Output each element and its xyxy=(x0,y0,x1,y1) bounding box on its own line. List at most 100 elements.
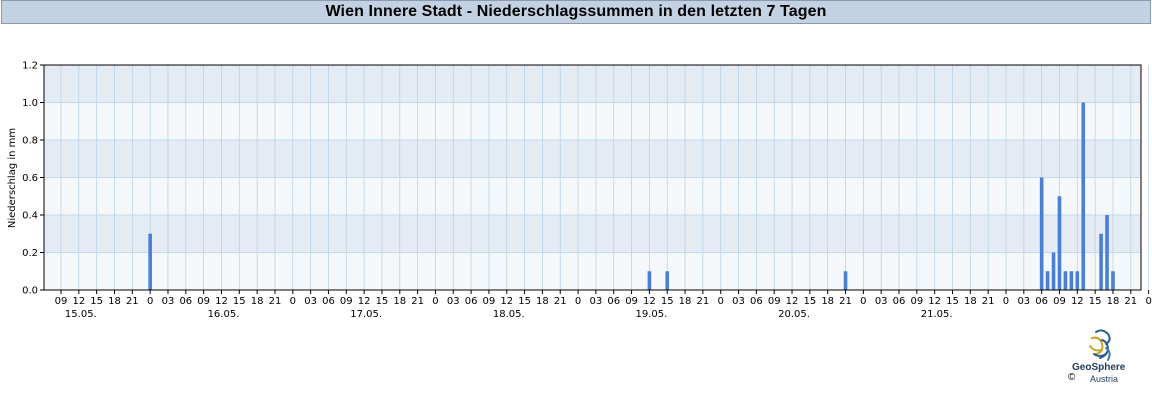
x-tick-label: 06 xyxy=(465,296,478,307)
x-tick-label: 21 xyxy=(1124,296,1137,307)
x-tick-label: 21 xyxy=(982,296,995,307)
x-tick-label: 12 xyxy=(1071,296,1084,307)
precipitation-bar xyxy=(1081,102,1086,290)
plot-band xyxy=(44,140,1141,178)
x-tick-label: 03 xyxy=(447,296,460,307)
date-labels: 15.05. 16.05. 17.05. 18.05. 19.05. 20.05. 21.0… xyxy=(65,309,953,320)
x-tick-label: 18 xyxy=(821,296,834,307)
x-tick-label: 03 xyxy=(162,296,175,307)
x-tick-label: 06 xyxy=(750,296,763,307)
x-tick-label: 09 xyxy=(910,296,923,307)
copyright-symbol: © xyxy=(1068,372,1076,383)
x-tick-label: 18 xyxy=(679,296,692,307)
date-label: 18.05. xyxy=(493,309,525,320)
precipitation-bar xyxy=(1069,271,1074,290)
precipitation-bar xyxy=(1039,177,1044,290)
y-axis-title: Niederschlag in mm xyxy=(7,128,18,228)
date-label: 16.05. xyxy=(208,309,240,320)
x-tick-label: 0 xyxy=(290,296,296,307)
x-tick-label: 12 xyxy=(643,296,656,307)
plot-band xyxy=(44,215,1141,253)
date-label: 19.05. xyxy=(635,309,667,320)
precipitation-bar xyxy=(1075,271,1080,290)
x-tick-label: 15 xyxy=(1089,296,1102,307)
precipitation-bar xyxy=(843,271,848,290)
logo-wordmark: GeoSphere xyxy=(1072,362,1126,373)
y-tick-label: 1.0 xyxy=(22,98,38,109)
y-tick-label: 0.6 xyxy=(22,173,38,184)
precipitation-bar xyxy=(647,271,652,290)
x-tick-label: 15 xyxy=(946,296,959,307)
x-tick-label: 15 xyxy=(518,296,531,307)
x-tick-label: 15 xyxy=(90,296,103,307)
y-tick-label: 0.2 xyxy=(22,248,38,259)
plot-band xyxy=(44,252,1141,290)
x-tick-label: 06 xyxy=(1035,296,1048,307)
y-tick-labels: 0.0 0.2 0.4 0.6 0.8 1.0 1.2 xyxy=(22,61,38,297)
x-tick-label: 09 xyxy=(1053,296,1066,307)
x-tick-label: 09 xyxy=(55,296,68,307)
x-tick-label: 03 xyxy=(732,296,745,307)
x-tick-label: 12 xyxy=(928,296,941,307)
x-tick-label: 0 xyxy=(575,296,581,307)
x-tick-label: 18 xyxy=(1107,296,1120,307)
x-tick-label: 09 xyxy=(625,296,638,307)
geosphere-logo-icon xyxy=(1089,329,1111,361)
chart-title-bar: Wien Innere Stadt - Niederschlagssummen … xyxy=(1,0,1151,24)
plot-band xyxy=(44,65,1141,103)
x-tick-label: 21 xyxy=(126,296,139,307)
x-tick-labels: 09 12 15 18 21 0 03 06 09 12 15 18 21 0 03 06 09 12 15 18 21… xyxy=(55,296,1152,307)
x-tick-label: 12 xyxy=(358,296,371,307)
precipitation-bar xyxy=(1063,271,1068,290)
precipitation-bar xyxy=(665,271,670,290)
x-tick-label: 0 xyxy=(718,296,724,307)
x-tick-label: 06 xyxy=(893,296,906,307)
x-tick-label: 06 xyxy=(179,296,192,307)
x-tick-label: 09 xyxy=(483,296,496,307)
x-tick-label: 03 xyxy=(1017,296,1030,307)
x-tick-label: 09 xyxy=(197,296,210,307)
x-tick-label: 0 xyxy=(147,296,153,307)
x-tick-label: 09 xyxy=(768,296,781,307)
x-tick-label: 12 xyxy=(72,296,85,307)
x-tick-label: 18 xyxy=(964,296,977,307)
y-tick-label: 0.4 xyxy=(22,211,38,222)
date-label: 15.05. xyxy=(65,309,97,320)
x-tick-label: 21 xyxy=(554,296,567,307)
logo-subtitle: Austria xyxy=(1090,374,1119,384)
precipitation-bar xyxy=(1099,233,1103,290)
plot-band xyxy=(44,177,1141,215)
x-tick-label: 0 xyxy=(432,296,438,307)
chart-title: Wien Innere Stadt - Niederschlagssummen … xyxy=(325,3,827,20)
date-label: 17.05. xyxy=(350,309,382,320)
x-tick-label: 0 xyxy=(1145,296,1151,307)
x-tick-label: 12 xyxy=(786,296,799,307)
x-tick-label: 15 xyxy=(376,296,389,307)
x-tick-label: 18 xyxy=(393,296,406,307)
x-tick-label: 03 xyxy=(590,296,603,307)
x-tick-label: 15 xyxy=(233,296,246,307)
x-tick-label: 06 xyxy=(322,296,335,307)
x-tick-label: 0 xyxy=(1003,296,1009,307)
grid-lines xyxy=(44,64,1150,291)
x-tick-label: 18 xyxy=(536,296,549,307)
bar-series xyxy=(148,102,1115,290)
x-tick-label: 12 xyxy=(215,296,228,307)
x-tick-label: 09 xyxy=(340,296,353,307)
x-tick-label: 15 xyxy=(661,296,674,307)
x-tick-label: 03 xyxy=(304,296,317,307)
date-label: 21.05. xyxy=(921,309,953,320)
x-tick-label: 21 xyxy=(839,296,852,307)
x-tick-label: 21 xyxy=(269,296,282,307)
y-tick-label: 0.8 xyxy=(22,136,38,147)
x-tick-label: 21 xyxy=(411,296,424,307)
plot-frame xyxy=(43,64,1142,291)
precipitation-bar xyxy=(1051,252,1056,290)
axes xyxy=(40,64,1150,294)
y-tick-label: 0.0 xyxy=(22,286,38,297)
precipitation-bar xyxy=(1057,196,1062,290)
date-label: 20.05. xyxy=(778,309,810,320)
x-tick-label: 15 xyxy=(803,296,816,307)
precipitation-bar xyxy=(148,233,152,290)
